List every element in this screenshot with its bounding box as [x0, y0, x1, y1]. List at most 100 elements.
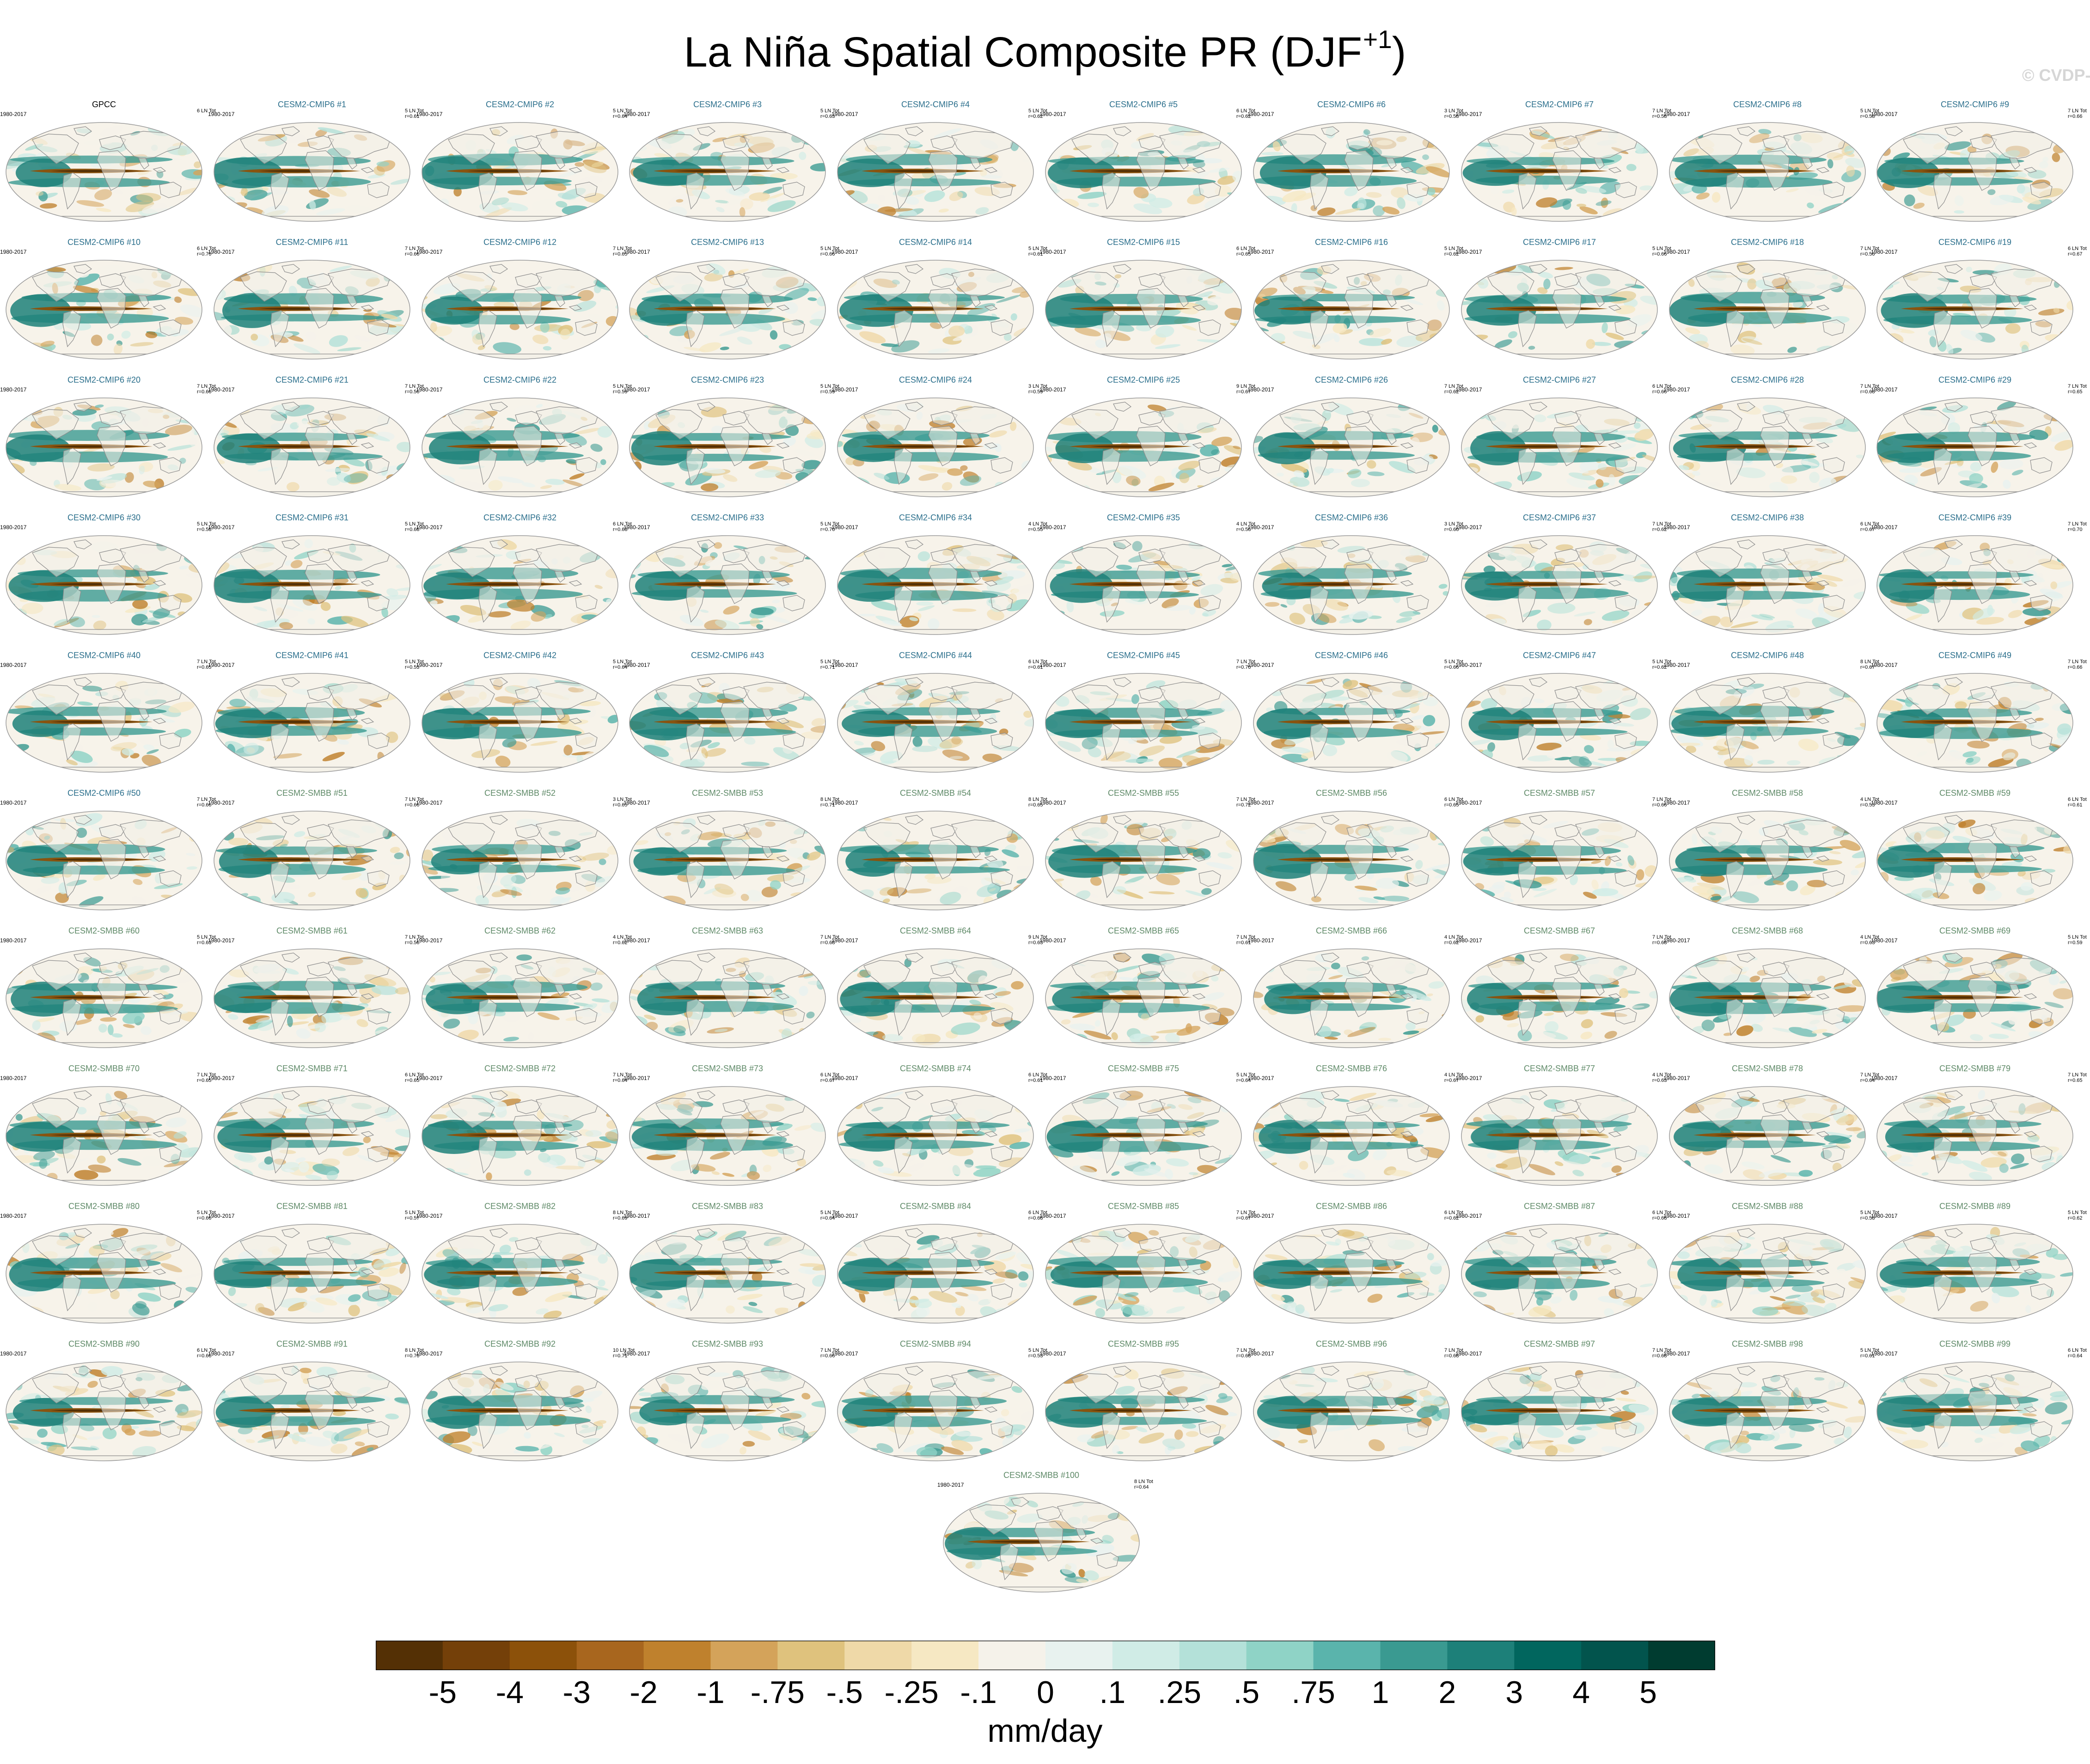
coastline [1113, 677, 1132, 687]
map-frame [422, 811, 618, 910]
coastline [1760, 150, 1790, 191]
panel-pattern-correlation: r=0.53 [1860, 802, 1875, 808]
coastline [1554, 686, 1582, 701]
coastline [984, 718, 998, 724]
anomaly-blob [168, 702, 195, 713]
coastline [478, 586, 497, 623]
anomaly-blob [761, 886, 778, 897]
coastline [1071, 271, 1118, 302]
precip-anomaly-map [1253, 673, 1450, 773]
coastline [1893, 354, 2057, 359]
anomaly-blob [1461, 879, 1468, 888]
coastline [281, 677, 300, 687]
anomaly-blob [37, 680, 43, 684]
panel-title: CESM2-CMIP6 #43 [691, 651, 764, 660]
map-frame [1461, 535, 1658, 635]
coastline [1478, 216, 1641, 221]
panel-title: CESM2-CMIP6 #8 [1733, 100, 1802, 109]
coastline [1944, 402, 1963, 412]
anomaly-blob [400, 267, 410, 274]
coastline [1802, 846, 1813, 858]
anomaly-blob [1634, 344, 1641, 351]
anomaly-blob [41, 876, 60, 884]
anomaly-blob [801, 460, 822, 470]
coastline [1816, 305, 1830, 311]
anomaly-blob [2017, 184, 2025, 194]
anomaly-blob [807, 851, 821, 861]
coastline [970, 433, 981, 445]
anomaly-blob [6, 679, 25, 687]
panel-pattern-correlation: r=0.59 [820, 389, 835, 395]
anomaly-blob [1669, 752, 1685, 758]
coastline [776, 580, 790, 586]
anomaly-blob [1503, 891, 1511, 898]
anomaly-blob [594, 876, 616, 887]
coastline [305, 426, 334, 466]
anomaly-blob [1436, 746, 1449, 753]
map-panel: CESM2-CMIP6 #31 1980-2017 5 LN Tot r=0.68 [208, 510, 424, 649]
panel-title: CESM2-SMBB #53 [691, 788, 764, 798]
coastline [722, 549, 750, 563]
anomaly-blob [1438, 584, 1448, 589]
coastline [1138, 411, 1166, 426]
panel-event-count: 6 LN Tot [1444, 797, 1463, 802]
coastline [1686, 904, 1849, 910]
anomaly-blob [593, 618, 616, 630]
anomaly-blob [1192, 725, 1205, 730]
anomaly-blob [1156, 873, 1180, 885]
anomaly-blob [854, 740, 864, 746]
wet-anomaly-region [8, 570, 79, 602]
coastline [438, 354, 602, 359]
coastline [1552, 426, 1582, 466]
anomaly-blob [93, 620, 106, 630]
anomaly-blob [304, 539, 313, 549]
map-panel: CESM2-CMIP6 #39 1980-2017 7 LN Tot r=0.70 [1871, 510, 2087, 649]
coastline [448, 547, 495, 577]
anomaly-blob [87, 463, 115, 472]
anomaly-blob [723, 474, 738, 482]
coastline [1893, 629, 2057, 635]
anomaly-blob [439, 693, 453, 699]
precip-anomaly-map [1669, 535, 1866, 635]
coastline [568, 580, 582, 586]
anomaly-blob [582, 852, 609, 861]
coastline [1903, 822, 1950, 853]
anomaly-blob [6, 473, 11, 479]
coastline [240, 822, 287, 853]
coastline [1159, 406, 1222, 435]
coastline [905, 264, 924, 274]
anomaly-blob [1347, 469, 1362, 478]
anomaly-blob [1055, 696, 1069, 707]
anomaly-blob [1195, 291, 1213, 299]
anomaly-blob [1508, 331, 1518, 338]
anomaly-blob [604, 547, 618, 560]
map-panel: CESM2-CMIP6 #35 1980-2017 4 LN Tot r=0.56 [1039, 510, 1255, 649]
panel-title: CESM2-CMIP6 #12 [483, 238, 557, 247]
panel-event-count: 7 LN Tot [197, 659, 216, 665]
coastline [655, 547, 703, 577]
anomaly-blob [1148, 482, 1174, 491]
anomaly-blob [582, 161, 607, 173]
watermark: © CVDP-LE [2022, 66, 2090, 85]
coastline [1270, 491, 1433, 497]
anomaly-blob [1885, 205, 1893, 209]
anomaly-blob [599, 858, 606, 865]
anomaly-blob [1696, 192, 1710, 200]
anomaly-blob [1910, 887, 1940, 899]
anomaly-blob [1045, 819, 1054, 829]
anomaly-blob [104, 186, 123, 195]
panel-title: CESM2-CMIP6 #46 [1314, 651, 1388, 660]
coastline [1816, 718, 1830, 724]
coastline [1406, 457, 1429, 474]
panel-years: 1980-2017 [0, 937, 27, 944]
anomaly-blob [1026, 476, 1033, 482]
anomaly-blob [316, 208, 345, 215]
panel-event-count: 5 LN Tot [1444, 659, 1463, 665]
title-close: ) [1392, 29, 1406, 76]
map-panel: CESM2-CMIP6 #38 1980-2017 6 LN Tot r=0.67 [1663, 510, 1879, 649]
anomaly-blob [1818, 203, 1844, 213]
panel-years: 1980-2017 [1663, 111, 1690, 117]
panel-years: 1980-2017 [831, 386, 858, 393]
anomaly-blob [1827, 152, 1843, 160]
wet-anomaly-region [12, 710, 69, 737]
